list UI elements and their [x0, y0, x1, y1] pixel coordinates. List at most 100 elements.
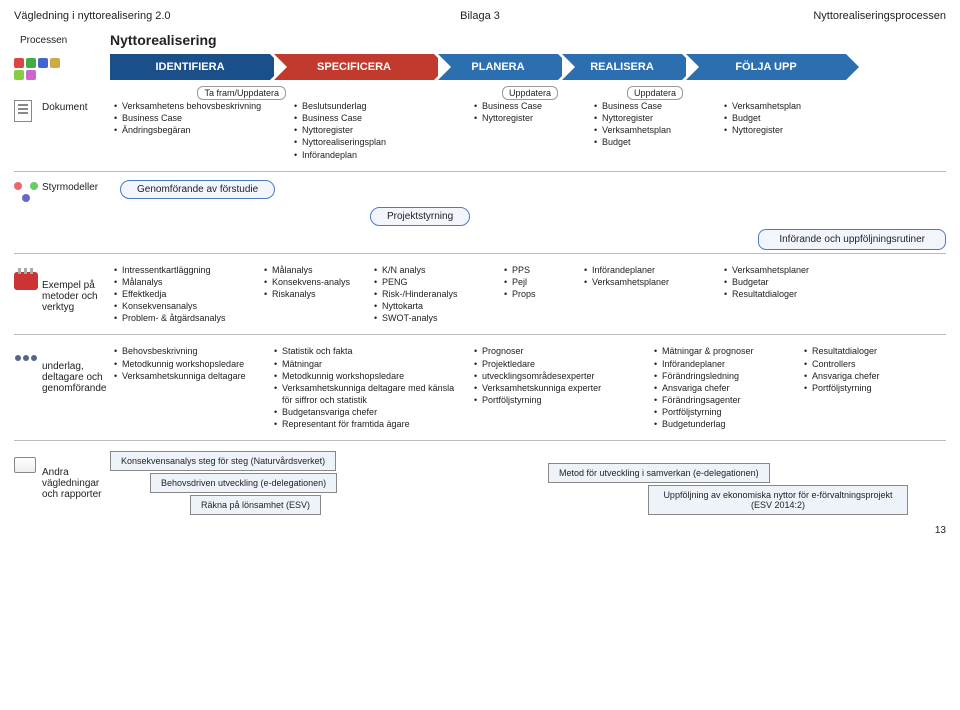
update-label: Uppdatera [502, 86, 558, 100]
doc-col-2: UppdateraBusiness CaseNyttoregister [470, 84, 590, 163]
list-item: Portföljstyrning [804, 382, 926, 394]
underlag-row: underlag, deltagare och genomförande Beh… [14, 343, 946, 432]
list-item: Statistik och fakta [274, 345, 466, 357]
guides-row: Andra vägledningar och rapporter Konsekv… [14, 449, 946, 517]
header-left: Vägledning i nyttorealisering 2.0 [14, 10, 325, 22]
list-item: Effektkedja [114, 288, 256, 300]
list-item: Verksamhetsplan [594, 124, 716, 136]
tools-col-2: K/N analysPENGRisk-/HinderanalysNyttokar… [370, 262, 500, 327]
tools-col-5: VerksamhetsplanerBudgetarResultatdialoge… [720, 262, 860, 327]
list-item: Portföljstyrning [474, 394, 646, 406]
phase-realisera: REALISERA [562, 54, 682, 80]
phase-planera: PLANERA [438, 54, 558, 80]
list-item: Nyttoregister [474, 112, 586, 124]
list-item: Införandeplaner [654, 358, 796, 370]
list-item: Business Case [474, 100, 586, 112]
list-item: Metodkunnig workshopsledare [114, 358, 266, 370]
phase-följa upp: FÖLJA UPP [686, 54, 846, 80]
tools-row-label: Exempel på metoder och verktyg [42, 262, 110, 313]
list-item: Förändringsagenter [654, 394, 796, 406]
process-label: Processen [20, 35, 90, 46]
list-item: Resultatdialoger [804, 345, 926, 357]
list-item: Verksamhetsplaner [584, 276, 716, 288]
list-item: Budgetunderlag [654, 418, 796, 430]
underlag-col-3: Mätningar & prognoserInförandeplanerFörä… [650, 343, 800, 432]
list-item: Props [504, 288, 576, 300]
list-item: Business Case [114, 112, 286, 124]
header-mid: Bilaga 3 [325, 10, 636, 22]
list-item: Konsekvensanalys [114, 300, 256, 312]
list-item: Behovsbeskrivning [114, 345, 266, 357]
pill-inforande: Införande och uppföljningsrutiner [758, 229, 946, 250]
underlag-col-4: ResultatdialogerControllersAnsvariga che… [800, 343, 930, 432]
list-item: Budget [724, 112, 856, 124]
list-item: Målanalys [264, 264, 366, 276]
list-item: Representant för framtida ägare [274, 418, 466, 430]
tools-icon [14, 272, 38, 290]
list-item: Verksamhetsplan [724, 100, 856, 112]
list-item: Ansvariga chefer [654, 382, 796, 394]
underlag-row-label: underlag, deltagare och genomförande [42, 343, 110, 394]
list-item: Nyttokarta [374, 300, 496, 312]
document-row: Dokument Ta fram/UppdateraVerksamhetens … [14, 84, 946, 163]
list-item: Pejl [504, 276, 576, 288]
list-item: Metodkunnig workshopsledare [274, 370, 466, 382]
list-item: K/N analys [374, 264, 496, 276]
list-item: Prognoser [474, 345, 646, 357]
process-title: Nyttorealisering [110, 32, 217, 48]
document-icon [14, 100, 32, 122]
styrmodeller-label: Styrmodeller [42, 180, 110, 193]
list-item: Controllers [804, 358, 926, 370]
tools-col-1: MålanalysKonsekvens-analysRiskanalys [260, 262, 370, 327]
list-item: Nyttoregister [594, 112, 716, 124]
list-item: PPS [504, 264, 576, 276]
list-item: Intressentkartläggning [114, 264, 256, 276]
guide-box: Behovsdriven utveckling (e-delegationen) [150, 473, 337, 493]
process-title-row: Processen Nyttorealisering [20, 32, 946, 48]
list-item: Nyttorealiseringsplan [294, 136, 466, 148]
underlag-col-0: BehovsbeskrivningMetodkunnig workshopsle… [110, 343, 270, 432]
list-item: Verksamhetsplaner [724, 264, 856, 276]
list-item: PENG [374, 276, 496, 288]
phase-specificera: SPECIFICERA [274, 54, 434, 80]
list-item: Ändringsbegäran [114, 124, 286, 136]
legend-icons [14, 58, 62, 80]
list-item: Budgetansvariga chefer [274, 406, 466, 418]
doc-col-0: Ta fram/UppdateraVerksamhetens behovsbes… [110, 84, 290, 163]
list-item: Verksamhetskunniga experter [474, 382, 646, 394]
list-item: Verksamhetskunniga deltagare med känsla … [274, 382, 466, 406]
list-item: utvecklingsområdesexperter [474, 370, 646, 382]
list-item: Införandeplaner [584, 264, 716, 276]
list-item: Business Case [594, 100, 716, 112]
list-item: Riskanalys [264, 288, 366, 300]
guide-box: Konsekvensanalys steg för steg (Naturvår… [110, 451, 336, 471]
list-item: Ansvariga chefer [804, 370, 926, 382]
doc-col-4: VerksamhetsplanBudgetNyttoregister [720, 84, 860, 163]
list-item: Resultatdialoger [724, 288, 856, 300]
header-right: Nyttorealiseringsprocessen [635, 10, 946, 22]
page-number: 13 [14, 525, 946, 536]
doc-col-1: BeslutsunderlagBusiness CaseNyttoregiste… [290, 84, 470, 163]
underlag-col-1: Statistik och faktaMätningarMetodkunnig … [270, 343, 470, 432]
styrmodeller-row: Styrmodeller Genomförande av förstudie P… [14, 180, 946, 245]
guide-box: Metod för utveckling i samverkan (e-dele… [548, 463, 770, 483]
list-item: Konsekvens-analys [264, 276, 366, 288]
list-item: Budget [594, 136, 716, 148]
nodes-icon [14, 182, 38, 202]
guide-box: Uppföljning av ekonomiska nyttor för e-f… [648, 485, 908, 515]
guides-row-label: Andra vägledningar och rapporter [42, 449, 110, 500]
list-item: SWOT-analys [374, 312, 496, 324]
document-row-label: Dokument [42, 84, 110, 113]
list-item: Införandeplan [294, 149, 466, 161]
list-item: Verksamhetens behovsbeskrivning [114, 100, 286, 112]
pill-forstudie: Genomförande av förstudie [120, 180, 275, 199]
list-item: Projektledare [474, 358, 646, 370]
list-item: Målanalys [114, 276, 256, 288]
people-icon [14, 353, 38, 371]
list-item: Nyttoregister [294, 124, 466, 136]
phase-identifiera: IDENTIFIERA [110, 54, 270, 80]
update-label: Ta fram/Uppdatera [197, 86, 286, 100]
underlag-col-2: PrognoserProjektledareutvecklingsområdes… [470, 343, 650, 432]
doc-col-3: UppdateraBusiness CaseNyttoregisterVerks… [590, 84, 720, 163]
book-icon [14, 457, 36, 473]
